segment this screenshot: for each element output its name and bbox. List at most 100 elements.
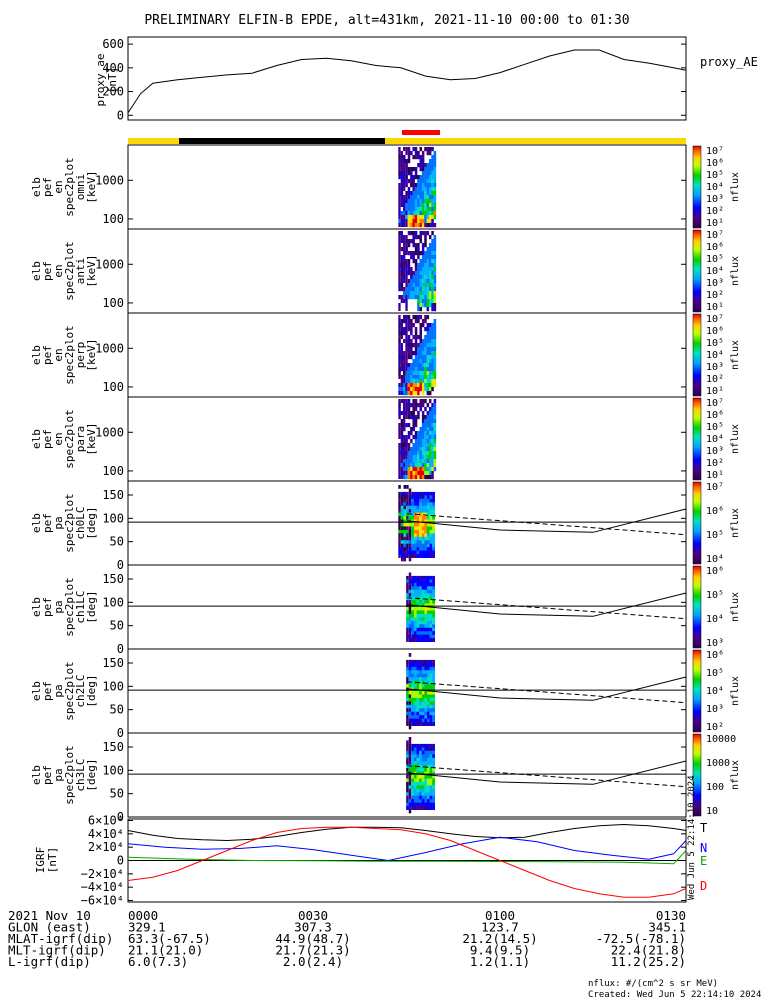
spectrogram-ylabel-line: en: [52, 348, 65, 361]
spectrogram-cell: [416, 806, 420, 810]
spectrogram-cell: [414, 327, 418, 332]
spectrogram-cell: [421, 519, 425, 524]
spectrogram-cell: [428, 179, 432, 184]
colorbar: [692, 649, 702, 733]
spectrogram-cell: [403, 375, 406, 379]
spectrogram-panel-7: 150100500elbpefpaspec2plotch2LC[deg]10⁶1…: [30, 648, 741, 740]
spectrogram-cell: [417, 295, 420, 300]
spectrogram-cell: [406, 519, 409, 524]
spectrogram-cell: [400, 331, 404, 336]
spectrogram-cell: [413, 617, 417, 622]
spectrogram-cell: [419, 435, 423, 440]
spectrogram-cell: [424, 343, 427, 348]
spectrogram-cell: [421, 750, 425, 755]
spectrogram-cell: [421, 768, 425, 772]
spectrogram-cell: [412, 435, 415, 440]
spectrogram-cell: [398, 167, 401, 171]
spectrogram-cell: [428, 275, 432, 280]
spectrogram-cell: [428, 371, 432, 376]
spectrogram-cell: [432, 634, 435, 639]
spectrogram-cell: [403, 327, 406, 332]
spectrogram-cell: [419, 155, 423, 160]
spectrogram-cell: [424, 596, 428, 601]
spectrogram-cell: [421, 586, 425, 591]
spectrogram-cell: [421, 802, 425, 807]
spectrogram-cell: [412, 199, 415, 204]
spectrogram-cell: [417, 247, 420, 252]
spectrogram-cell: [429, 781, 433, 786]
spectrogram-cell: [407, 159, 411, 164]
spectrogram-cell: [428, 375, 432, 380]
spectrogram-cell: [413, 673, 417, 678]
spectrogram-cell: [414, 359, 418, 364]
spectrogram-cell: [408, 680, 412, 685]
spectrogram-cell: [417, 175, 420, 180]
spectrogram-cell: [428, 167, 432, 172]
spectrogram-cell: [419, 781, 422, 786]
spectrogram-cell: [433, 327, 437, 332]
spectrogram-cell: [426, 687, 430, 692]
spectrogram-cell: [414, 439, 418, 444]
spectrogram-cell: [433, 411, 437, 416]
spectrogram-cell: [408, 638, 412, 642]
spectrogram-cell: [421, 287, 425, 292]
spectrogram-cell: [419, 491, 422, 496]
spectrogram-cell: [417, 343, 420, 348]
spectrogram-cell: [421, 163, 425, 168]
spectrogram-cell: [424, 215, 427, 220]
spectrogram-cell: [405, 179, 408, 183]
spectrogram-cell: [411, 715, 415, 720]
spectrogram-cell: [398, 219, 401, 224]
spectrogram-cell: [400, 443, 404, 448]
spectrogram-cell: [413, 624, 417, 629]
spectrogram-cell: [410, 351, 413, 356]
spectrogram-cell: [424, 512, 428, 517]
spectrogram-cell: [410, 463, 413, 468]
spectrogram-cell: [431, 171, 434, 176]
spectrogram-cell: [428, 219, 432, 224]
spectrogram-cell: [398, 554, 401, 558]
spectrogram-cell: [421, 634, 425, 639]
spectrogram-cell: [429, 593, 433, 598]
spectrogram-cell: [424, 691, 428, 695]
spectrogram-cell: [428, 263, 432, 268]
spectrogram-cell: [421, 533, 425, 538]
spectrogram-cell: [419, 427, 423, 432]
spectrogram-cell: [421, 610, 425, 615]
spectrogram-cell: [426, 610, 430, 615]
spectrogram-cell: [433, 379, 437, 384]
spectrogram-cell: [421, 704, 425, 709]
spectrogram-cell: [406, 718, 409, 723]
spectrogram-cell: [400, 263, 404, 268]
spectrogram-cell: [408, 775, 412, 779]
spectrogram-cell: [419, 199, 423, 204]
spectrogram-cell: [421, 343, 425, 348]
spectrogram-cell: [407, 199, 411, 204]
spectrogram-cell: [406, 529, 409, 534]
spectrogram-cell: [411, 795, 415, 800]
spectrogram-cell: [429, 600, 433, 604]
spectrogram-cell: [403, 550, 407, 555]
spectrogram-cell: [433, 447, 437, 452]
spectrogram-cell: [417, 211, 420, 216]
colorbar-label: nflux: [730, 676, 741, 706]
spectrogram-cell: [426, 701, 430, 706]
spectrogram-cell: [414, 315, 418, 320]
spectrogram-cell: [419, 187, 423, 192]
igrf-tick-label: 2×10⁴: [88, 840, 124, 854]
spectrogram-cell: [400, 223, 403, 227]
spectrogram-cell: [429, 704, 433, 709]
spectrogram-cell: [398, 267, 401, 271]
spectrogram-cell: [416, 684, 420, 688]
colorbar-label: nflux: [730, 256, 741, 286]
spectrogram-cell: [433, 215, 437, 220]
spectrogram-cell: [398, 159, 401, 164]
spectrogram-tick-label: 150: [102, 488, 124, 502]
spectrogram-cell: [405, 339, 408, 344]
spectrogram-cell: [403, 315, 406, 320]
spectrogram-cell: [421, 439, 425, 444]
igrf-line-N: [127, 836, 687, 862]
spectrogram-cell: [400, 475, 403, 479]
spectrogram-cell: [414, 199, 418, 204]
spectrogram-cell: [426, 343, 430, 348]
